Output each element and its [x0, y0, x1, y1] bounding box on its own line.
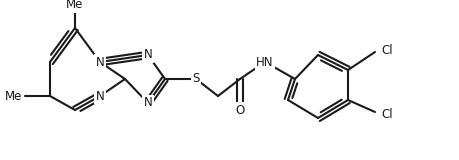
Text: N: N [95, 89, 104, 103]
Text: N: N [144, 48, 152, 61]
Text: N: N [144, 96, 152, 109]
Text: HN: HN [256, 56, 274, 68]
Text: Cl: Cl [381, 44, 392, 56]
Text: O: O [235, 104, 245, 116]
Text: N: N [95, 56, 104, 68]
Text: Cl: Cl [381, 108, 392, 120]
Text: S: S [192, 72, 200, 85]
Text: Me: Me [66, 0, 84, 12]
Text: Me: Me [5, 89, 22, 103]
